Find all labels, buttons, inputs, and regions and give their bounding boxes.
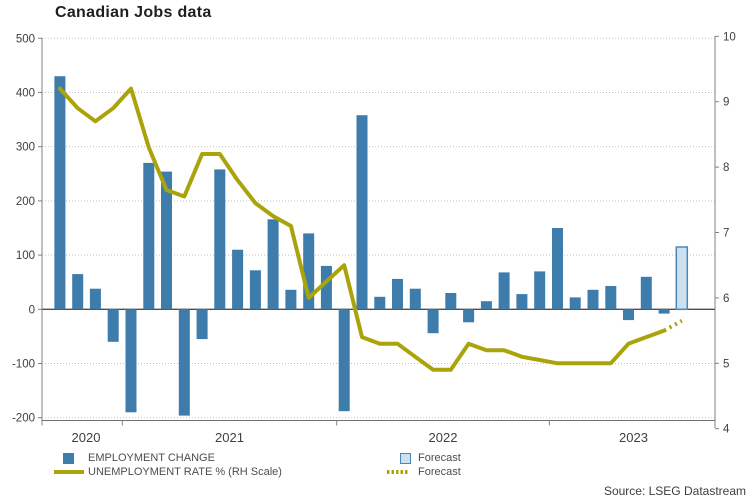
employment-bar <box>72 274 84 310</box>
chart-title: Canadian Jobs data <box>55 4 212 21</box>
right-axis-label: 9 <box>723 97 729 109</box>
forecast-line-swatch <box>387 470 408 474</box>
employment-bar <box>214 169 226 310</box>
left-axis-label: -200 <box>12 413 35 425</box>
employment-bar <box>285 289 297 310</box>
forecast-bar-swatch <box>400 452 411 464</box>
year-label: 2020 <box>72 430 101 445</box>
left-axis-label: -100 <box>12 359 35 371</box>
employment-bar <box>107 309 119 342</box>
employment-change-label: EMPLOYMENT CHANGE <box>88 452 215 464</box>
left-axis-label: 0 <box>29 304 35 316</box>
employment-bar <box>161 171 172 310</box>
employment-bar <box>320 265 332 310</box>
employment-bar <box>249 270 261 310</box>
year-label: 2023 <box>619 430 648 445</box>
employment-bar <box>605 286 617 310</box>
right-axis-label: 5 <box>723 358 729 370</box>
employment-bar <box>480 301 492 310</box>
unemployment-forecast-line <box>663 319 683 333</box>
swatch-col <box>387 470 418 474</box>
left-axis-label: 300 <box>16 142 35 154</box>
employment-bar <box>658 309 670 314</box>
employment-bar <box>552 228 563 310</box>
employment-bar <box>338 309 350 412</box>
right-axis-label: 6 <box>723 293 729 305</box>
employment-bar <box>640 276 652 310</box>
left-axis-label: 500 <box>16 33 35 45</box>
employment-bar <box>267 219 279 310</box>
employment-bar <box>392 278 403 310</box>
employment-bar <box>623 309 634 321</box>
right-axis-label: 8 <box>723 162 729 174</box>
right-axis-label: 7 <box>723 228 729 240</box>
left-axis-label: 400 <box>16 87 35 99</box>
employment-bar <box>303 233 315 310</box>
legend-forecast: Forecast Forecast <box>387 451 461 479</box>
unemployment-line-swatch <box>54 470 84 474</box>
right-axis-label: 4 <box>723 424 730 436</box>
legend-main: EMPLOYMENT CHANGE UNEMPLOYMENT RATE % (R… <box>54 451 282 479</box>
forecast-bar-label: Forecast <box>418 452 461 464</box>
employment-bar <box>534 271 546 310</box>
employment-bar <box>587 289 599 310</box>
legend-item-forecast-bar: Forecast <box>387 451 461 465</box>
employment-bar <box>89 288 101 310</box>
employment-bar <box>463 309 475 323</box>
employment-bar <box>516 294 528 310</box>
unemployment-line <box>57 86 667 372</box>
employment-bar <box>196 309 208 340</box>
left-axis-label: 200 <box>16 196 35 208</box>
year-label: 2022 <box>429 430 458 445</box>
employment-bar <box>125 309 137 413</box>
forecast-line-label: Forecast <box>418 466 461 478</box>
source-note: Source: LSEG Datastream <box>603 484 746 498</box>
swatch-col <box>387 452 418 464</box>
unemployment-rate-label: UNEMPLOYMENT RATE % (RH Scale) <box>88 466 282 478</box>
employment-bar <box>178 309 190 416</box>
employment-bar <box>409 288 421 310</box>
right-axis-label: 10 <box>723 31 736 43</box>
employment-bar-swatch <box>63 452 74 464</box>
employment-bar <box>569 297 581 310</box>
forecast-bar <box>675 246 689 311</box>
legend-item-employment: EMPLOYMENT CHANGE <box>54 451 282 465</box>
employment-bar <box>445 293 457 310</box>
employment-bar <box>356 115 368 310</box>
swatch-col <box>54 470 88 474</box>
legend-item-forecast-line: Forecast <box>387 465 461 479</box>
employment-bar <box>143 162 155 310</box>
employment-bar <box>427 309 439 334</box>
year-label: 2021 <box>215 430 244 445</box>
swatch-col <box>54 452 88 464</box>
employment-bar <box>232 249 244 310</box>
employment-bar <box>374 296 386 310</box>
left-axis-label: 100 <box>16 250 35 262</box>
employment-bar <box>54 76 66 310</box>
employment-bar <box>498 272 510 310</box>
legend-item-unemployment: UNEMPLOYMENT RATE % (RH Scale) <box>54 465 282 479</box>
